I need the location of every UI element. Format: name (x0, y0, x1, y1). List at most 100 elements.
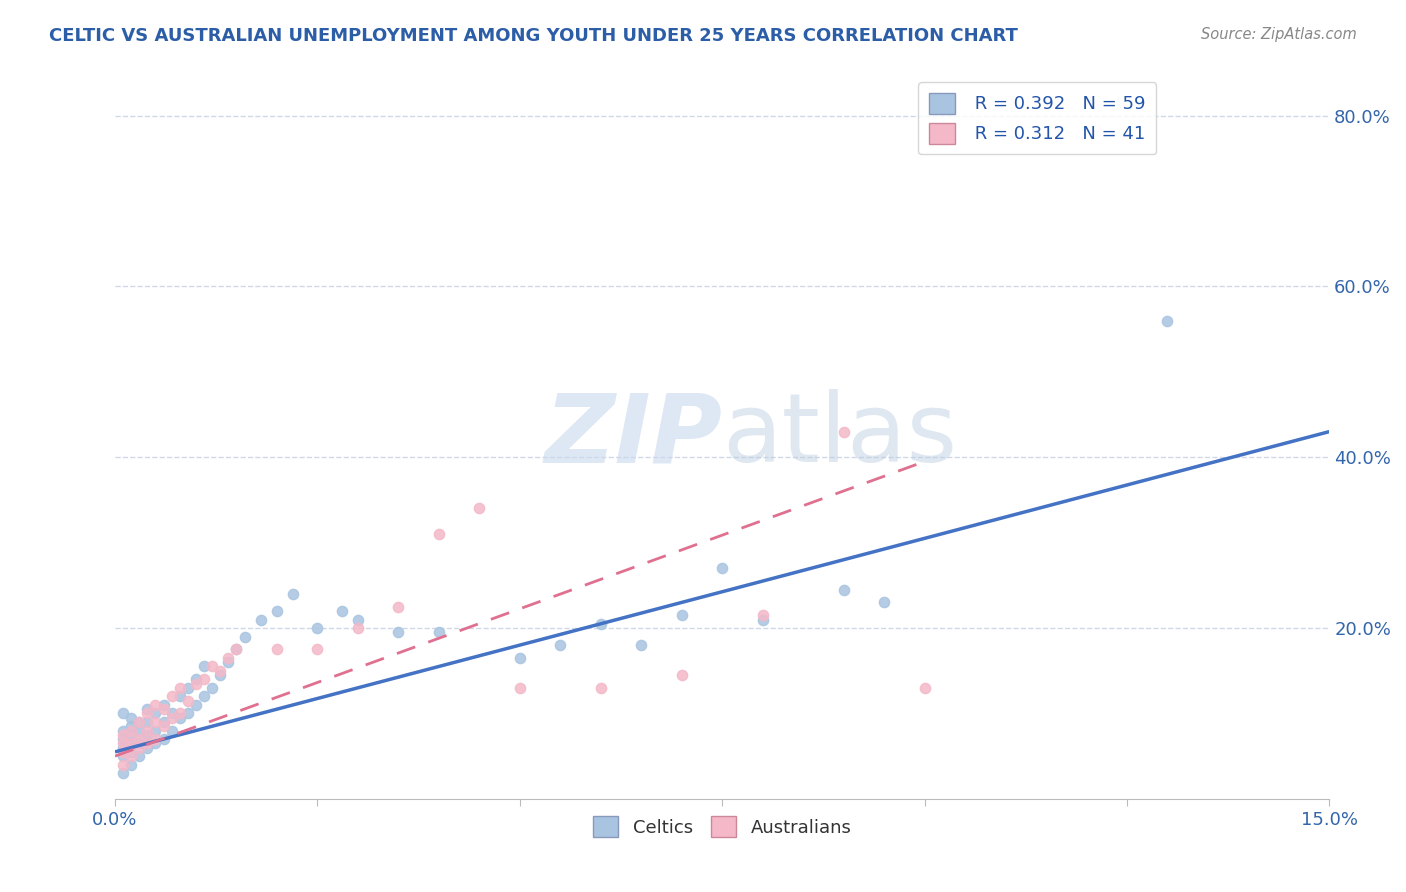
Point (160, 706, 183, 721)
Point (112, 757, 135, 772)
Point (468, 501, 491, 516)
Point (233, 630, 256, 644)
Point (169, 690, 191, 704)
Point (120, 757, 142, 772)
Point (120, 711, 142, 725)
Point (145, 736, 167, 750)
Point (136, 740, 159, 755)
Point (152, 719, 174, 733)
Point (630, 638, 652, 652)
Point (120, 749, 142, 764)
Point (120, 745, 142, 759)
Point (128, 749, 150, 764)
Point (136, 714, 159, 729)
Point (112, 749, 135, 764)
Point (671, 608, 693, 623)
Point (128, 714, 150, 729)
Point (112, 728, 135, 742)
Point (152, 702, 174, 716)
Point (112, 740, 135, 755)
Point (873, 595, 896, 609)
Point (112, 745, 135, 759)
Point (120, 719, 142, 733)
Point (193, 690, 215, 704)
Point (266, 642, 288, 657)
Point (120, 728, 142, 742)
Point (169, 681, 191, 695)
Point (184, 676, 207, 690)
Point (589, 616, 612, 631)
Point (145, 714, 167, 729)
Point (136, 728, 159, 742)
Legend: Celtics, Australians: Celtics, Australians (586, 809, 859, 844)
Point (136, 736, 159, 750)
Point (387, 599, 409, 614)
Point (120, 736, 142, 750)
Point (136, 723, 159, 738)
Point (136, 702, 159, 716)
Point (128, 736, 150, 750)
Point (112, 766, 135, 780)
Point (330, 604, 353, 618)
Point (281, 587, 304, 601)
Point (193, 673, 215, 687)
Text: CELTIC VS AUSTRALIAN UNEMPLOYMENT AMONG YOUTH UNDER 25 YEARS CORRELATION CHART: CELTIC VS AUSTRALIAN UNEMPLOYMENT AMONG … (49, 27, 1018, 45)
Point (217, 655, 239, 669)
Point (201, 659, 224, 673)
Point (307, 621, 329, 635)
Point (177, 706, 200, 721)
Point (209, 664, 232, 678)
Point (152, 698, 174, 712)
Point (145, 698, 167, 712)
Point (347, 613, 370, 627)
Point (832, 582, 855, 597)
Point (112, 732, 135, 747)
Text: Source: ZipAtlas.com: Source: ZipAtlas.com (1201, 27, 1357, 42)
Point (266, 604, 288, 618)
Point (509, 681, 531, 695)
Point (177, 681, 200, 695)
Point (120, 736, 142, 750)
Point (832, 425, 855, 439)
Point (217, 651, 239, 665)
Point (128, 714, 150, 729)
Point (209, 668, 232, 682)
Point (711, 561, 734, 575)
Text: ZIP: ZIP (544, 390, 723, 483)
Point (225, 642, 247, 657)
Point (160, 723, 183, 738)
Text: atlas: atlas (723, 390, 957, 483)
Point (136, 706, 159, 721)
Point (751, 613, 773, 627)
Point (427, 625, 450, 640)
Point (509, 651, 531, 665)
Point (152, 714, 174, 729)
Point (184, 698, 207, 712)
Point (112, 723, 135, 738)
Point (128, 723, 150, 738)
Point (112, 736, 135, 750)
Point (160, 711, 183, 725)
Point (128, 732, 150, 747)
Point (120, 723, 142, 738)
Point (145, 706, 167, 721)
Point (548, 638, 571, 652)
Point (347, 621, 370, 635)
Point (169, 711, 191, 725)
Point (160, 690, 183, 704)
Point (152, 732, 174, 747)
Point (177, 693, 200, 707)
Point (112, 706, 135, 721)
Point (307, 642, 329, 657)
Point (427, 527, 450, 541)
Point (249, 613, 271, 627)
Point (128, 740, 150, 755)
Point (671, 668, 693, 682)
Point (201, 681, 224, 695)
Point (589, 681, 612, 695)
Point (169, 706, 191, 721)
Point (193, 659, 215, 673)
Point (914, 681, 936, 695)
Point (145, 732, 167, 747)
Point (184, 673, 207, 687)
